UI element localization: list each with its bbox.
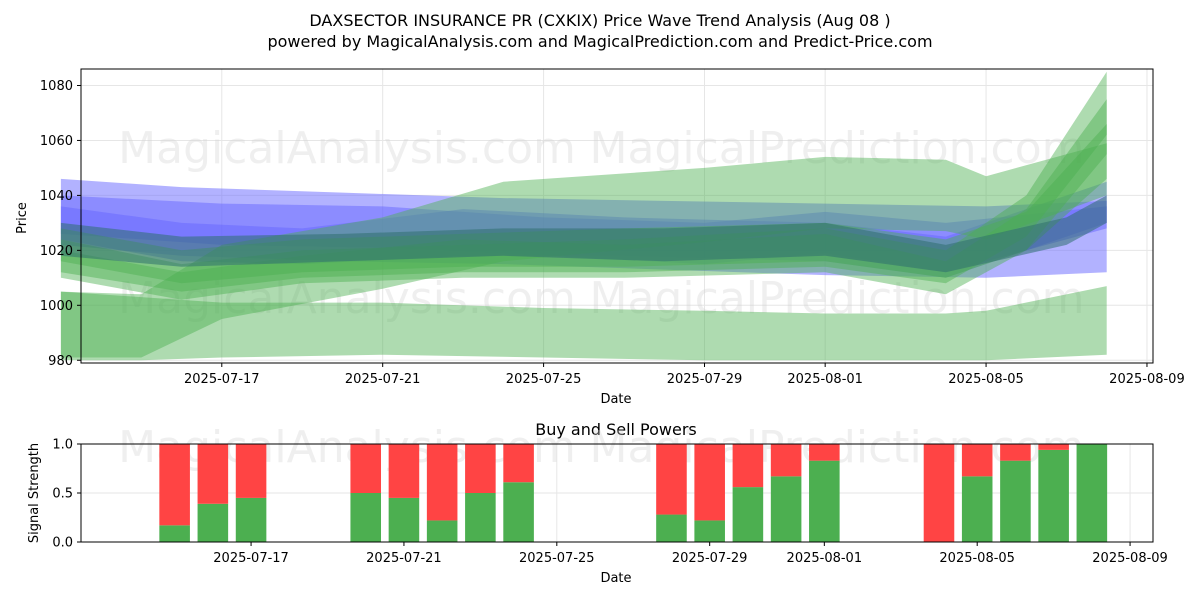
x-tick-label: 2025-07-29 [667,372,743,387]
x-tick-label: 2025-07-25 [506,372,582,387]
sell-bar [732,444,764,488]
bottom-y-tick-label: 1.0 [52,438,73,453]
buy-bar [350,493,382,542]
bottom-x-tick-label: 2025-07-25 [519,551,595,566]
buy-bar [656,514,687,542]
y-tick-label: 1040 [40,189,73,204]
sell-bar [694,444,725,521]
bottom-x-tick-label: 2025-07-29 [672,551,748,566]
buy-bar [809,460,840,542]
sell-bar [197,444,229,504]
x-tick-label: 2025-08-01 [787,372,863,387]
sell-bar [235,444,267,498]
x-tick-label: 2025-08-05 [948,372,1024,387]
buy-bar [770,476,802,542]
top-plot-frame [80,68,1154,364]
sell-bar [426,444,458,521]
buy-bar [694,520,725,542]
sell-bar [1038,444,1069,450]
y-tick-label: 1020 [40,244,73,259]
buy-bar [1038,449,1069,542]
buy-bar [159,525,190,542]
buy-bar [961,476,993,542]
sell-bar [465,444,496,493]
price-band-green [60,286,1107,361]
buy-bar [1076,444,1108,542]
chart-subtitle: powered by MagicalAnalysis.com and Magic… [267,32,932,51]
buy-bar [1000,460,1031,542]
y-tick-label: 1000 [40,299,73,314]
sell-bar [961,444,993,477]
sell-bar [656,444,687,515]
buy-sell-plot: MagicalAnalysis.comMagicalPrediction.com… [52,422,1168,566]
price-wave-plot: MagicalAnalysis.com MagicalPrediction.com… [40,68,1185,387]
top-ylabel: Price [15,202,30,234]
sell-bar [770,444,802,477]
bottom-ylabel: Signal Strength [27,443,42,543]
watermark-text: MagicalAnalysis.com [118,123,576,174]
buy-bar [503,482,534,542]
sell-bar [388,444,420,498]
buy-bar [197,503,229,542]
top-xlabel: Date [600,392,631,407]
watermark-text: MagicalAnalysis.com [118,273,576,324]
y-tick-label: 980 [48,354,73,369]
sell-bar [809,444,840,461]
sell-bar [503,444,534,483]
price-band-dark [60,195,1107,273]
sell-bar [159,444,190,526]
bottom-x-tick-label: 2025-08-05 [939,551,1015,566]
watermark-text: MagicalPrediction.com [590,123,1085,174]
bottom-chart-title: Buy and Sell Powers [535,420,697,439]
bottom-x-tick-label: 2025-08-09 [1092,551,1168,566]
sell-bar [1000,444,1031,461]
buy-bar [235,497,267,542]
bottom-y-tick-label: 0.5 [52,487,73,502]
buy-bar [388,497,420,542]
bottom-x-tick-label: 2025-07-21 [366,551,442,566]
bottom-xlabel: Date [600,571,631,586]
x-tick-label: 2025-07-17 [184,372,260,387]
y-tick-label: 1080 [40,79,73,94]
buy-bar [426,520,458,542]
sell-bar [923,444,955,542]
x-tick-label: 2025-07-21 [345,372,421,387]
bottom-x-tick-label: 2025-07-17 [213,551,289,566]
watermark-text: MagicalPrediction.com [590,273,1085,324]
chart-title: DAXSECTOR INSURANCE PR (CXKIX) Price Wav… [309,11,890,30]
sell-bar [350,444,382,493]
watermark-text: MagicalAnalysis.com [118,422,576,473]
bottom-y-tick-label: 0.0 [52,536,73,551]
y-tick-label: 1060 [40,134,73,149]
buy-bar [465,493,496,542]
bottom-x-tick-label: 2025-08-01 [787,551,863,566]
x-tick-label: 2025-08-09 [1109,372,1185,387]
buy-bar [732,487,764,542]
